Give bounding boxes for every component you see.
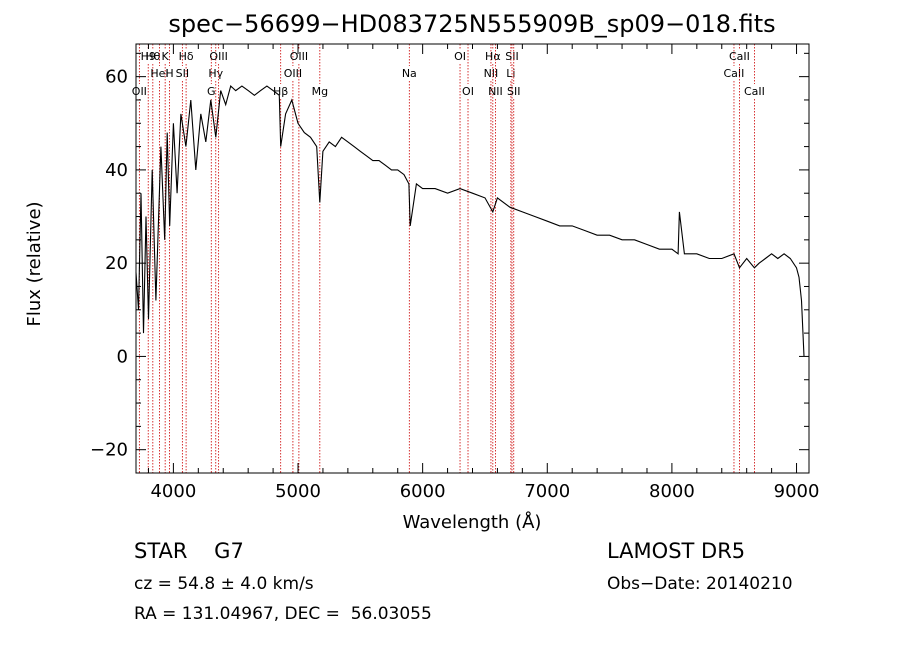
marker-label-4: K [162, 50, 170, 63]
x-axis-label: Wavelength (Å) [403, 511, 542, 533]
x-tick-label: 7000 [524, 481, 570, 502]
marker-label-17: OI [462, 85, 474, 98]
y-tick-label: 0 [117, 346, 128, 367]
marker-label-19: Hα [485, 50, 501, 63]
marker-label-1: H9 [141, 50, 156, 63]
marker-label-25: CaII [729, 50, 750, 63]
x-tick-label: 5000 [275, 481, 321, 502]
marker-label-11: Hβ [273, 85, 288, 98]
marker-label-21: Li [506, 67, 515, 80]
marker-label-13: OIII [290, 50, 308, 63]
marker-label-6: SII [176, 67, 189, 80]
marker-label-3: HeI [150, 67, 168, 80]
marker-label-26: CaII [744, 85, 765, 98]
marker-label-14: Mg [312, 85, 328, 98]
survey-name: LAMOST DR5 [607, 539, 746, 563]
y-tick-label: 40 [105, 160, 128, 181]
marker-label-22: SII [505, 50, 518, 63]
y-tick-label: 20 [105, 253, 128, 274]
marker-label-9: Hγ [208, 67, 223, 80]
marker-label-23: SII [507, 85, 520, 98]
y-tick-label: −20 [90, 440, 128, 461]
y-tick-label: 60 [105, 67, 128, 88]
marker-label-7: Hδ [179, 50, 194, 63]
y-axis: −20 0 20 40 60 [90, 52, 809, 474]
marker-label-0: OII [132, 85, 147, 98]
marker-label-2: Hθ [145, 50, 160, 63]
marker-label-16: OI [454, 50, 466, 63]
marker-label-8: G [207, 85, 216, 98]
spectrum-series [135, 84, 805, 357]
marker-label-20: NII [488, 85, 503, 98]
marker-label-18: NII [484, 67, 499, 80]
marker-label-15: Na [402, 67, 417, 80]
x-tick-label: 6000 [400, 481, 446, 502]
marker-label-12: OIII [284, 67, 302, 80]
chart-title: spec−56699−HD083725N555909B_sp09−018.fit… [168, 10, 775, 38]
x-tick-label: 8000 [649, 481, 695, 502]
object-class: STAR G7 [134, 539, 244, 563]
redshift-readout: cz = 54.8 ± 4.0 km/s [134, 574, 314, 594]
coordinates-readout: RA = 131.04967, DEC = 56.03055 [134, 604, 432, 624]
marker-label-24: CaII [724, 67, 745, 80]
marker-label-10: OIII [209, 50, 227, 63]
y-axis-label: Flux (relative) [24, 201, 45, 326]
observation-date: Obs−Date: 20140210 [607, 574, 793, 594]
x-axis: 4000 5000 6000 7000 8000 9000 [147, 44, 820, 502]
marker-label-5: H [165, 67, 173, 80]
x-tick-label: 9000 [774, 481, 820, 502]
x-tick-label: 4000 [150, 481, 196, 502]
